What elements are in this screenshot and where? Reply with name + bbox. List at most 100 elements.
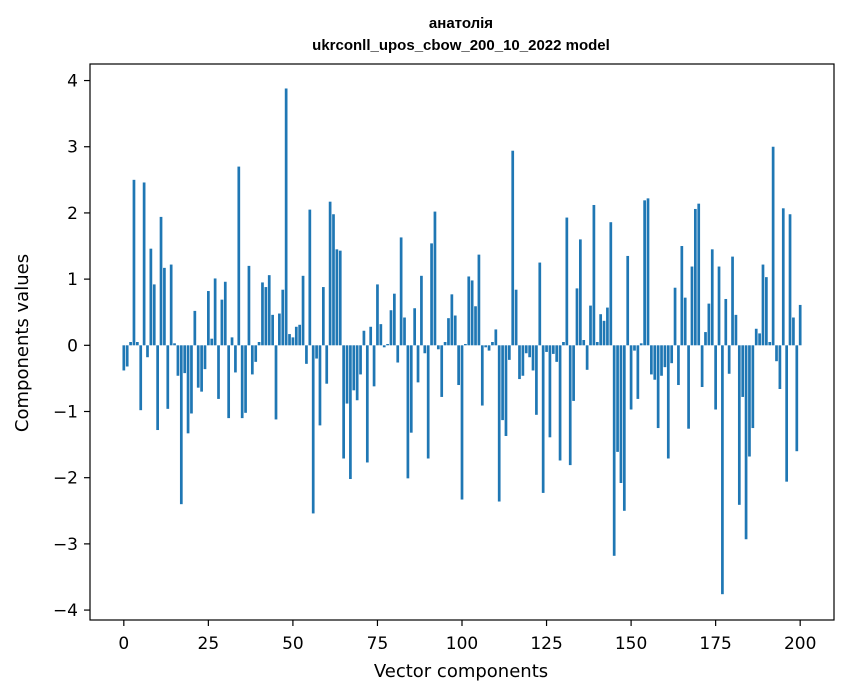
bar [355, 345, 359, 401]
bar [507, 345, 511, 360]
bar [457, 345, 460, 386]
bar [663, 345, 667, 368]
bar [487, 345, 491, 351]
bar [758, 333, 761, 346]
bar [622, 345, 626, 511]
bar [409, 345, 413, 433]
bar [562, 342, 565, 346]
y-axis-label: Components values [12, 254, 33, 432]
bar [545, 345, 548, 352]
bar [308, 209, 312, 346]
bar [379, 324, 383, 346]
bar [744, 345, 748, 540]
bar [335, 249, 339, 346]
bar [464, 343, 467, 346]
bar [741, 345, 745, 397]
bar [247, 265, 251, 346]
bar [254, 345, 258, 362]
bar [386, 343, 389, 346]
bar [612, 345, 616, 556]
bar [200, 345, 203, 392]
x-tick-label: 125 [530, 634, 562, 654]
bar [328, 201, 332, 346]
bar [332, 214, 335, 346]
bar [169, 264, 173, 346]
y-axis: 4 3 2 1 0 −1 −2 −3 −4 [53, 72, 90, 621]
bar [179, 345, 183, 505]
bar [687, 345, 690, 429]
bar [173, 343, 176, 346]
bar [494, 329, 498, 346]
bar [734, 314, 738, 346]
bar [298, 324, 302, 346]
bar [693, 208, 697, 346]
bar [281, 289, 285, 346]
bar [737, 345, 741, 505]
bar [528, 345, 531, 358]
bar [271, 314, 274, 346]
bar [775, 345, 778, 362]
bar [660, 345, 663, 376]
bar [541, 345, 545, 493]
bar [585, 345, 589, 370]
bar [704, 332, 707, 346]
bar [352, 345, 356, 391]
bar [376, 284, 379, 346]
bar [700, 345, 704, 388]
x-tick-label: 100 [446, 634, 478, 654]
bar [244, 345, 247, 413]
bar [186, 345, 190, 434]
bar [135, 342, 139, 346]
bar [433, 211, 437, 346]
bar [697, 203, 701, 346]
bar [129, 342, 132, 346]
bar [480, 345, 484, 406]
bar [183, 345, 187, 374]
bar [460, 345, 464, 500]
y-tick-label: 2 [67, 204, 78, 224]
bar [203, 345, 207, 370]
bar [602, 320, 606, 346]
bar [176, 345, 180, 376]
bar [139, 345, 143, 411]
bar [592, 204, 596, 346]
y-tick-label: 0 [67, 336, 78, 356]
bar [582, 340, 586, 346]
bar [240, 345, 244, 419]
bar [629, 345, 633, 410]
bar [683, 297, 687, 346]
bar [761, 264, 765, 346]
bar [132, 179, 136, 346]
bar [362, 330, 366, 346]
bar [501, 345, 504, 421]
bar [294, 326, 298, 346]
x-tick-label: 25 [198, 634, 220, 654]
bar [555, 345, 559, 362]
bar [342, 345, 345, 459]
bar [301, 275, 305, 346]
bar [579, 239, 582, 346]
bar [754, 328, 758, 346]
bar [798, 304, 802, 346]
bar [690, 266, 694, 346]
bar [518, 345, 521, 380]
bar [572, 345, 575, 401]
bar [765, 277, 768, 346]
bar [149, 248, 153, 346]
bar [403, 317, 406, 346]
bar [193, 310, 197, 346]
x-tick-label: 75 [367, 634, 389, 654]
bar [372, 345, 376, 387]
bar [267, 275, 271, 346]
bar [284, 88, 288, 346]
bar [491, 342, 494, 346]
bar [349, 345, 352, 480]
bar [470, 280, 474, 346]
bar [568, 345, 572, 466]
bar [778, 345, 782, 389]
bar [264, 287, 268, 346]
bar [538, 262, 542, 346]
bar [257, 342, 261, 346]
bar [426, 345, 430, 459]
bar [406, 345, 410, 479]
